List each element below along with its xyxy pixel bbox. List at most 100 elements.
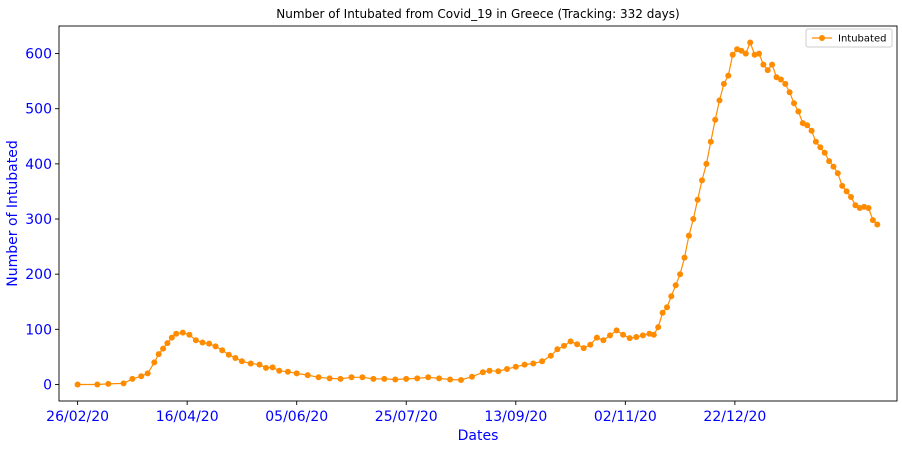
- data-point: [479, 369, 486, 376]
- y-axis-label: Number of Intubated: [5, 140, 21, 286]
- data-point: [247, 360, 254, 367]
- data-point: [848, 194, 854, 200]
- y-tick-label: 100: [25, 322, 52, 338]
- data-point: [839, 182, 846, 189]
- data-point: [843, 188, 850, 195]
- data-point: [547, 352, 554, 359]
- data-point: [337, 375, 344, 382]
- data-point: [633, 334, 640, 340]
- data-point: [495, 368, 502, 375]
- data-point: [869, 217, 876, 224]
- data-point: [694, 196, 701, 203]
- series-line-intubated: [77, 40, 878, 386]
- data-point: [826, 158, 833, 165]
- data-point: [219, 347, 226, 354]
- y-tick-label: 400: [25, 157, 52, 173]
- data-point: [232, 355, 239, 361]
- data-point: [795, 108, 802, 115]
- data-point: [263, 364, 269, 371]
- legend: Intubated: [805, 28, 893, 48]
- data-point: [348, 374, 355, 381]
- chart-title: Number of Intubated from Covid_19 in Gre…: [276, 7, 679, 21]
- data-point: [326, 375, 333, 382]
- data-point: [238, 358, 245, 365]
- data-point: [834, 170, 841, 177]
- data-point: [199, 339, 206, 346]
- data-point: [74, 381, 81, 388]
- data-point: [155, 351, 162, 358]
- data-point: [574, 341, 581, 348]
- data-point: [777, 76, 784, 83]
- data-point: [179, 329, 186, 336]
- data-point: [725, 72, 732, 79]
- data-point: [138, 373, 145, 380]
- data-point: [276, 367, 283, 374]
- data-point: [707, 138, 714, 145]
- data-point: [370, 375, 377, 382]
- data-point: [747, 39, 754, 46]
- data-point: [791, 100, 797, 107]
- data-point: [760, 61, 767, 68]
- data-point: [173, 330, 180, 337]
- data-point: [105, 380, 112, 387]
- data-point: [192, 337, 199, 344]
- data-point: [561, 342, 567, 349]
- series-layer: [74, 39, 881, 388]
- data-point: [504, 366, 510, 372]
- data-point: [769, 61, 776, 68]
- x-tick-label: 05/06/20: [265, 409, 328, 425]
- data-point: [874, 221, 881, 228]
- data-point: [587, 341, 594, 348]
- data-point: [447, 376, 454, 383]
- data-point: [655, 324, 662, 331]
- data-point: [212, 343, 219, 350]
- data-point: [613, 327, 620, 334]
- plot-border: [58, 25, 898, 402]
- x-tick-label: 13/09/20: [484, 409, 547, 425]
- data-point: [129, 375, 136, 382]
- data-point: [512, 363, 519, 370]
- data-point: [381, 375, 388, 382]
- data-point: [664, 304, 670, 311]
- data-point: [677, 271, 684, 278]
- data-point: [782, 80, 789, 87]
- legend-entry: Intubated: [838, 34, 886, 45]
- legend-swatch-marker: [819, 35, 825, 41]
- data-point: [436, 375, 443, 382]
- data-point: [160, 345, 167, 352]
- data-point: [539, 358, 546, 365]
- data-point: [668, 293, 675, 300]
- x-axis: 26/02/20 16/04/20 05/06/20 25/07/20 13/09/20…: [46, 401, 766, 425]
- data-point: [626, 335, 633, 342]
- data-point: [650, 331, 657, 338]
- data-point: [284, 368, 291, 375]
- data-point: [804, 122, 811, 129]
- data-point: [458, 377, 464, 383]
- x-tick-label: 26/02/20: [46, 409, 109, 425]
- data-point: [720, 80, 727, 87]
- plot-frame: [58, 25, 898, 402]
- y-tick-label: 0: [43, 377, 52, 393]
- data-point: [186, 331, 193, 338]
- x-tick-label: 02/11/20: [594, 409, 657, 425]
- data-point: [521, 361, 528, 368]
- data-point: [742, 50, 749, 57]
- data-point: [690, 216, 697, 222]
- data-point: [699, 177, 705, 184]
- data-point: [786, 89, 793, 96]
- data-point: [425, 374, 432, 381]
- data-point: [94, 381, 101, 388]
- data-point: [712, 116, 719, 123]
- data-point: [168, 334, 175, 341]
- data-point: [620, 331, 627, 338]
- data-point: [600, 337, 607, 344]
- data-point: [865, 205, 872, 211]
- data-point: [206, 340, 213, 347]
- data-point: [808, 127, 815, 134]
- data-point: [830, 163, 837, 170]
- data-point: [593, 334, 600, 341]
- data-point: [729, 51, 736, 58]
- data-point: [639, 332, 646, 339]
- data-point: [764, 67, 771, 74]
